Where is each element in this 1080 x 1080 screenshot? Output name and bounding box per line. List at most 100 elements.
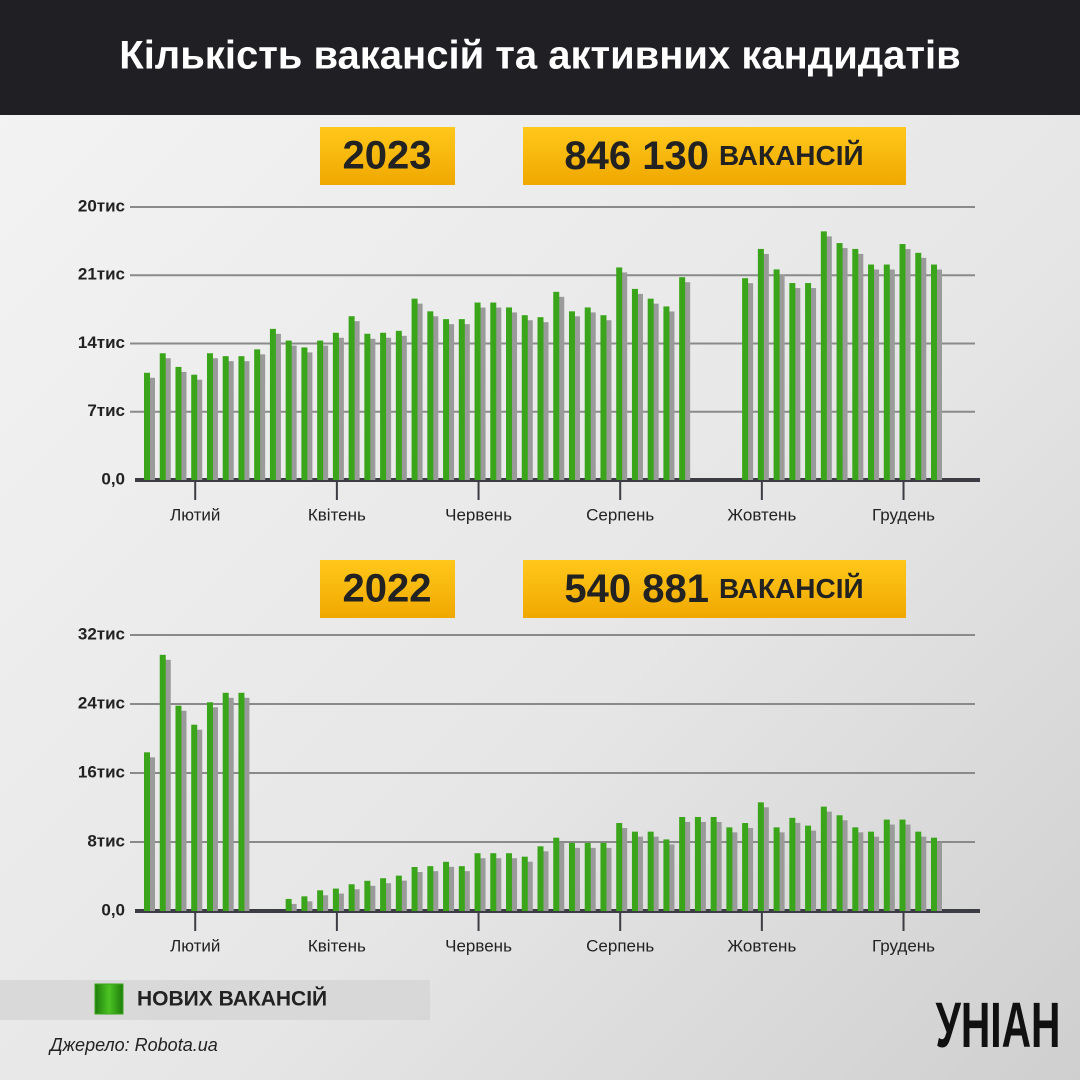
bar-shadow — [511, 858, 518, 911]
bar-shadow — [416, 872, 423, 911]
bar-shadow — [904, 249, 911, 480]
bar-shadow — [558, 842, 565, 911]
bar — [206, 353, 213, 480]
bar — [159, 654, 166, 911]
bar-shadow — [857, 832, 864, 911]
x-tick-label: Квітень — [308, 936, 366, 955]
bar-shadow — [778, 832, 785, 911]
bar-shadow — [211, 358, 218, 480]
bar — [144, 372, 150, 480]
bar-shadow — [542, 322, 549, 480]
bar — [395, 875, 402, 911]
bar-shadow — [180, 371, 187, 480]
bar-shadow — [164, 358, 171, 480]
bar-shadow — [243, 361, 250, 480]
bar-shadow — [810, 830, 817, 911]
bar — [899, 819, 906, 911]
bar — [679, 277, 686, 480]
bar — [380, 332, 387, 480]
bar — [254, 349, 261, 480]
bar — [269, 328, 276, 480]
bar-shadow — [762, 807, 769, 911]
bar-shadow — [668, 844, 675, 911]
bar-shadow — [715, 821, 722, 911]
bar-shadow — [605, 320, 612, 480]
bar — [458, 866, 465, 911]
bar-shadow — [385, 337, 392, 480]
year: 2022 — [343, 567, 432, 611]
bar-shadow — [573, 316, 580, 480]
bar — [915, 831, 922, 911]
bar — [757, 248, 764, 480]
x-tick-label: Лютий — [170, 505, 220, 524]
bar-shadow — [920, 257, 927, 480]
bar — [380, 878, 387, 911]
bar-shadow — [589, 847, 596, 911]
bar — [285, 340, 292, 480]
bar — [490, 853, 497, 911]
y-tick-label: 8тис — [87, 831, 125, 850]
bar — [364, 880, 371, 911]
bar — [789, 817, 796, 911]
bar-shadow — [731, 832, 738, 911]
bar-shadow — [416, 303, 423, 480]
y-tick-label: 0,0 — [101, 469, 125, 488]
x-tick-label: Жовтень — [727, 936, 796, 955]
bar — [616, 267, 623, 480]
bar — [647, 831, 654, 911]
bar-shadow — [605, 847, 612, 911]
bar — [616, 823, 623, 911]
bar-shadow — [495, 858, 502, 911]
bar — [663, 306, 670, 480]
bar-shadow — [353, 321, 360, 480]
bar — [506, 307, 513, 480]
bar — [694, 816, 701, 911]
bar-shadow — [164, 659, 171, 911]
bar-shadow — [526, 861, 533, 911]
y-tick-label: 16тис — [78, 762, 125, 781]
bar — [537, 846, 544, 911]
bar — [443, 861, 450, 911]
y-tick-label: 20тис — [78, 196, 125, 215]
bar — [742, 823, 749, 911]
bar-shadow — [904, 824, 911, 911]
bar — [175, 705, 182, 911]
total-unit: ВАКАНСІЙ — [719, 139, 864, 171]
bar — [931, 837, 937, 911]
bar — [568, 842, 575, 911]
bar — [443, 319, 450, 480]
bar — [868, 264, 875, 480]
bar-shadow — [448, 324, 455, 480]
y-tick-label: 0,0 — [101, 900, 125, 919]
bar — [411, 298, 418, 480]
bar — [238, 692, 245, 911]
bar-shadow — [589, 312, 596, 480]
bar-shadow — [762, 253, 769, 480]
total: 540 881 ВАКАНСІЙ — [564, 567, 863, 611]
bar — [317, 890, 324, 911]
y-tick-label: 14тис — [78, 333, 125, 352]
year: 2023 — [343, 134, 432, 178]
bar-shadow — [621, 272, 628, 480]
bar-shadow — [825, 236, 832, 480]
bar — [553, 837, 560, 911]
bar-shadow — [873, 269, 880, 480]
x-tick-label: Червень — [445, 505, 512, 524]
bar-shadow — [652, 836, 659, 911]
bar-shadow — [274, 333, 281, 480]
bar — [348, 884, 355, 911]
bar-shadow — [699, 821, 706, 911]
total: 846 130 ВАКАНСІЙ — [564, 134, 863, 178]
bar — [427, 866, 434, 911]
bar-shadow — [825, 811, 832, 911]
bar — [411, 867, 418, 911]
bar-shadow — [227, 361, 234, 480]
bar-shadow — [322, 345, 329, 480]
bar-shadow — [526, 320, 533, 480]
bar-shadow — [684, 282, 691, 480]
bar — [332, 888, 339, 911]
bar-shadow — [259, 354, 266, 480]
bar-shadow — [337, 337, 344, 480]
bar — [789, 283, 796, 480]
